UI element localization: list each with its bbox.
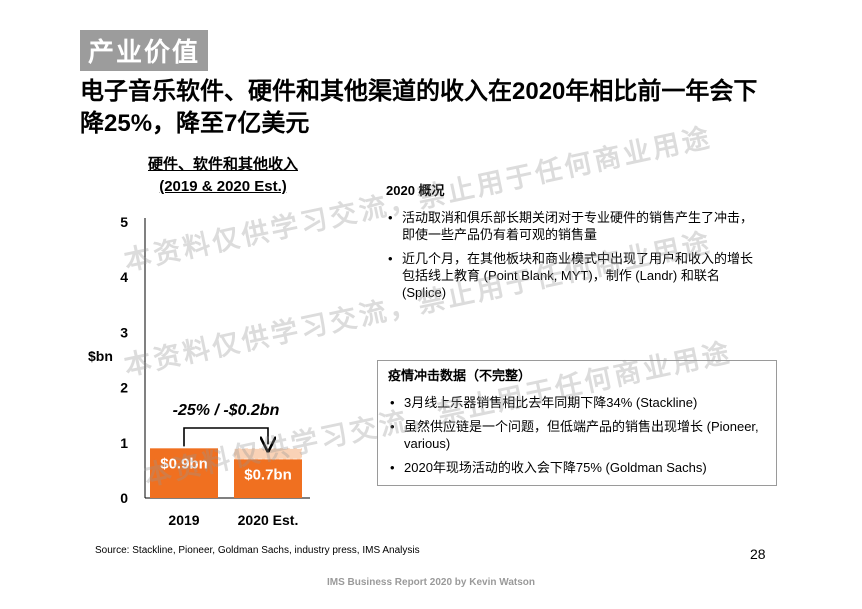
y-tick-label: 3 xyxy=(120,324,128,340)
bar-decline-segment xyxy=(233,447,303,460)
y-axis-label: $bn xyxy=(88,348,113,364)
bar xyxy=(150,448,218,498)
chart-title-line2: (2019 & 2020 Est.) xyxy=(159,178,287,195)
y-tick-label: 4 xyxy=(120,269,128,285)
impact-list: 3月线上乐器销售相比去年同期下降34% (Stackline) 虽然供应链是一个… xyxy=(388,394,776,476)
page-number: 28 xyxy=(750,546,766,562)
impact-bullet: 3月线上乐器销售相比去年同期下降34% (Stackline) xyxy=(388,394,776,411)
revenue-bar-chart: 0 1 2 3 4 5 $bn $0.9bn 2019 $0.7bn 2020 Est. -25% /… xyxy=(88,214,310,528)
overview-title: 2020 概况 xyxy=(386,183,445,198)
bar xyxy=(234,459,302,498)
y-tick-label: 1 xyxy=(120,435,128,451)
impact-title: 疫情冲击数据（不完整） xyxy=(388,368,532,383)
impact-bullet: 2020年现场活动的收入会下降75% (Goldman Sachs) xyxy=(388,459,776,476)
y-tick-label: 5 xyxy=(120,214,128,230)
y-tick-label: 0 xyxy=(120,490,128,506)
overview-box: 2020 概况 活动取消和俱乐部长期关闭对于专业硬件的销售产生了冲击，即使一些产… xyxy=(386,182,756,308)
change-arrow xyxy=(183,427,268,446)
change-annotation: -25% / -$0.2bn xyxy=(173,402,280,419)
x-tick-label: 2020 Est. xyxy=(238,512,299,528)
impact-box: 疫情冲击数据（不完整） 3月线上乐器销售相比去年同期下降34% (Stackli… xyxy=(377,360,777,486)
x-tick-label: 2019 xyxy=(168,512,199,528)
report-footer: IMS Business Report 2020 by Kevin Watson xyxy=(326,577,536,588)
source-note: Source: Stackline, Pioneer, Goldman Sach… xyxy=(95,545,420,556)
y-tick-label: 2 xyxy=(120,380,128,396)
bar-data-label: $0.9bn xyxy=(160,455,208,472)
page-headline: 电子音乐软件、硬件和其他渠道的收入在2020年相比前一年会下降25%，降至7亿美… xyxy=(80,78,758,137)
bar-data-label: $0.7bn xyxy=(244,466,292,483)
impact-bullet: 虽然供应链是一个问题，但低端产品的销售出现增长 (Pioneer, variou… xyxy=(388,418,776,452)
overview-bullet: 近几个月，在其他板块和商业模式中出现了用户和收入的增长包括线上教育 (Point… xyxy=(386,250,756,301)
chart-title: 硬件、软件和其他收入 (2019 & 2020 Est.) xyxy=(118,154,328,198)
overview-list: 活动取消和俱乐部长期关闭对于专业硬件的销售产生了冲击，即使一些产品仍有着可观的销… xyxy=(386,209,756,301)
overview-bullet: 活动取消和俱乐部长期关闭对于专业硬件的销售产生了冲击，即使一些产品仍有着可观的销… xyxy=(386,209,756,243)
section-tag: 产业价值 xyxy=(80,30,209,71)
chart-title-line1: 硬件、软件和其他收入 xyxy=(147,156,298,173)
